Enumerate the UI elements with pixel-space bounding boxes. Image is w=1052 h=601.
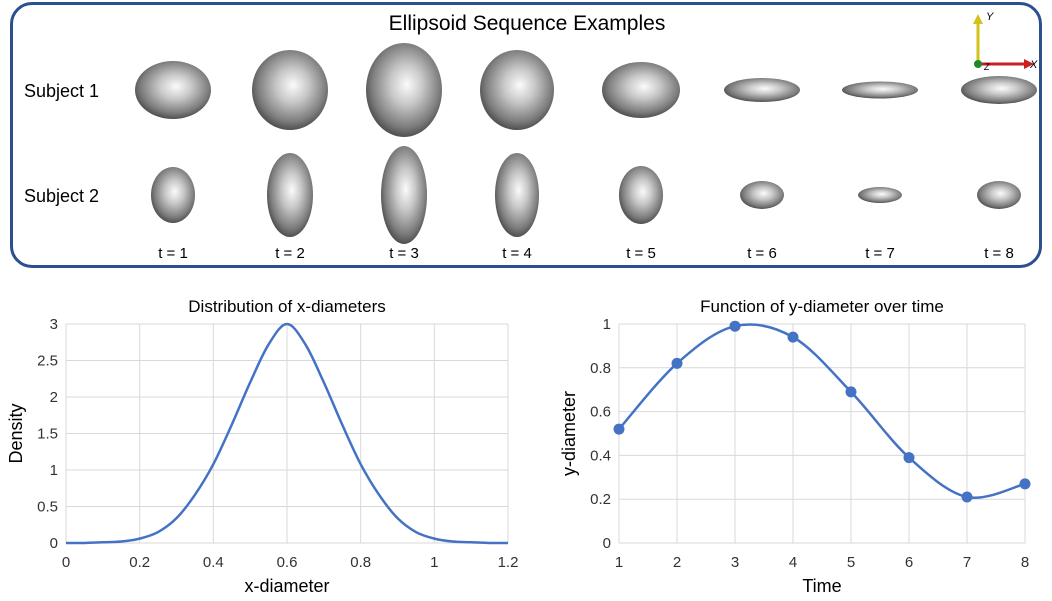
ellipsoid-s2-t4 xyxy=(495,153,539,237)
x-axis-label: x-diameter xyxy=(244,576,329,596)
y-tick-label: 1.5 xyxy=(37,426,58,443)
data-point-7 xyxy=(961,491,973,503)
ellipsoid-s1-t4 xyxy=(480,50,554,130)
x-tick-label: 0.6 xyxy=(277,554,298,571)
x-tick-label: 4 xyxy=(789,554,797,571)
ellipsoid-s1-t6 xyxy=(724,78,800,102)
time-label-1: t = 1 xyxy=(158,245,188,262)
x-tick-label: 0.2 xyxy=(129,554,150,571)
x-tick-label: 2 xyxy=(673,554,681,571)
time-label-8: t = 8 xyxy=(984,245,1014,262)
x-tick-label: 0.8 xyxy=(350,554,371,571)
time-label-6: t = 6 xyxy=(747,245,777,262)
data-point-1 xyxy=(613,423,625,435)
y-tick-label: 0.4 xyxy=(590,447,611,464)
axis-x-letter: X xyxy=(1029,59,1038,71)
ellipsoid-s1-t7 xyxy=(842,81,918,99)
sequence-panel xyxy=(10,2,1042,268)
ellipsoid-s2-t8 xyxy=(977,181,1021,209)
data-point-8 xyxy=(1019,478,1031,490)
ellipsoid-s2-t7 xyxy=(858,187,902,203)
ellipsoid-s2-t1 xyxy=(151,167,195,223)
ellipsoid-s2-t3 xyxy=(381,146,427,244)
time-label-3: t = 3 xyxy=(389,245,419,262)
time-label-5: t = 5 xyxy=(626,245,656,262)
x-tick-label: 5 xyxy=(847,554,855,571)
chart-title: Function of y-diameter over time xyxy=(700,297,944,316)
y-tick-label: 0 xyxy=(603,535,611,552)
y-tick-label: 0.8 xyxy=(590,360,611,377)
y-tick-label: 0 xyxy=(50,535,58,552)
data-point-3 xyxy=(729,320,741,332)
ellipsoid-s1-t1 xyxy=(135,61,211,119)
x-tick-label: 1.2 xyxy=(498,554,519,571)
subject-1-label: Subject 1 xyxy=(24,81,99,101)
x-tick-label: 3 xyxy=(731,554,739,571)
data-point-4 xyxy=(787,331,799,343)
axis-y-letter: Y xyxy=(986,11,994,23)
chart-title: Distribution of x-diameters xyxy=(188,297,385,316)
y-tick-label: 2 xyxy=(50,389,58,406)
x-axis-label: Time xyxy=(802,576,841,596)
y-tick-label: 1 xyxy=(603,316,611,333)
ellipsoid-s2-t5 xyxy=(619,166,663,224)
y-tick-label: 3 xyxy=(50,316,58,333)
sequence-title: Ellipsoid Sequence Examples xyxy=(389,12,666,35)
x-tick-label: 0 xyxy=(62,554,70,571)
data-point-5 xyxy=(845,386,857,398)
axis-z-letter: Z xyxy=(983,62,990,72)
ellipsoid-s2-t6 xyxy=(740,181,784,209)
y-tick-label: 0.2 xyxy=(590,491,611,508)
ellipsoid-s1-t2 xyxy=(252,50,328,130)
y-axis-label: Density xyxy=(6,403,26,463)
ellipsoid-s1-t8 xyxy=(961,76,1037,104)
time-label-4: t = 4 xyxy=(502,245,532,262)
time-label-7: t = 7 xyxy=(865,245,895,262)
x-tick-label: 7 xyxy=(963,554,971,571)
ellipsoid-s1-t3 xyxy=(366,43,442,137)
y-tick-label: 0.5 xyxy=(37,499,58,516)
x-tick-label: 1 xyxy=(615,554,623,571)
series-line xyxy=(65,322,509,545)
y-tick-label: 2.5 xyxy=(37,353,58,370)
chart-x-diameter-distribution: 0 0.5 1 1.5 2 2.5 3 0 0.2 0.4 0.6 0.8 1 1.2 Distributi… xyxy=(6,297,519,596)
coordinate-axes-icon: Y X Z xyxy=(973,11,1038,72)
x-tick-label: 8 xyxy=(1021,554,1029,571)
x-tick-label: 0.4 xyxy=(203,554,224,571)
data-point-6 xyxy=(903,452,915,464)
ellipsoid-sequence: Ellipsoid Sequence Examples Subject 1 Su… xyxy=(24,12,1037,262)
y-tick-label: 1 xyxy=(50,462,58,479)
subject-2-label: Subject 2 xyxy=(24,186,99,206)
ellipsoid-s2-t2 xyxy=(267,153,313,237)
time-label-2: t = 2 xyxy=(275,245,305,262)
data-point-2 xyxy=(671,357,683,369)
ellipsoid-s1-t5 xyxy=(602,62,680,118)
y-axis-label: y-diameter xyxy=(559,391,579,476)
x-tick-label: 1 xyxy=(430,554,438,571)
x-tick-label: 6 xyxy=(905,554,913,571)
y-tick-label: 0.6 xyxy=(590,404,611,421)
